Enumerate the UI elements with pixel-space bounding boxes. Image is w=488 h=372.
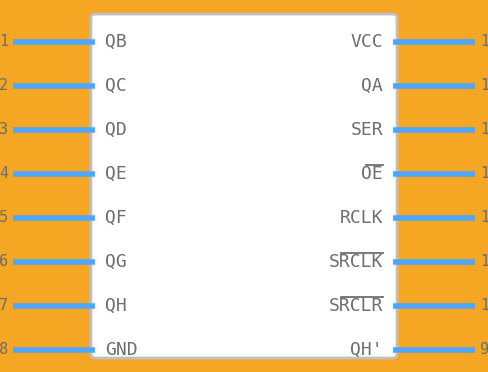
Text: 4: 4 [0, 167, 8, 182]
Text: 6: 6 [0, 254, 8, 269]
Text: 1: 1 [0, 35, 8, 49]
Text: 8: 8 [0, 343, 8, 357]
Text: GND: GND [105, 341, 138, 359]
Text: 11: 11 [480, 254, 488, 269]
Text: QB: QB [105, 33, 127, 51]
Text: 14: 14 [480, 122, 488, 138]
Text: VCC: VCC [350, 33, 383, 51]
Text: QA: QA [361, 77, 383, 95]
Text: 13: 13 [480, 167, 488, 182]
Text: RCLK: RCLK [340, 209, 383, 227]
Text: 5: 5 [0, 211, 8, 225]
Text: QE: QE [105, 165, 127, 183]
Text: OE: OE [361, 165, 383, 183]
Text: QD: QD [105, 121, 127, 139]
Text: 12: 12 [480, 211, 488, 225]
Text: QH: QH [105, 297, 127, 315]
Text: SRCLR: SRCLR [328, 297, 383, 315]
Text: 16: 16 [480, 35, 488, 49]
Text: QG: QG [105, 253, 127, 271]
Text: 15: 15 [480, 78, 488, 93]
Text: QF: QF [105, 209, 127, 227]
Text: 7: 7 [0, 298, 8, 314]
Text: SRCLK: SRCLK [328, 253, 383, 271]
FancyBboxPatch shape [91, 14, 397, 358]
Text: SER: SER [350, 121, 383, 139]
Text: 10: 10 [480, 298, 488, 314]
Text: 2: 2 [0, 78, 8, 93]
Text: 9: 9 [480, 343, 488, 357]
Text: 3: 3 [0, 122, 8, 138]
Text: QH': QH' [350, 341, 383, 359]
Text: QC: QC [105, 77, 127, 95]
